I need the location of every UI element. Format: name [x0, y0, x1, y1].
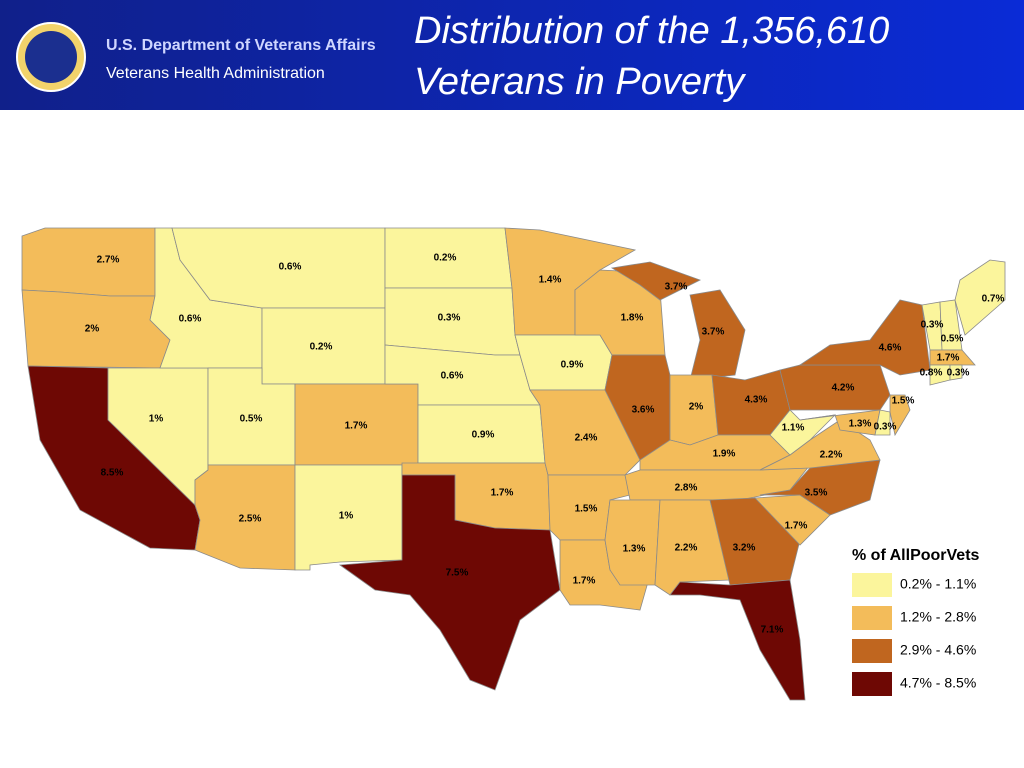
- state: [874, 409, 891, 436]
- state-label: 7.1%: [761, 625, 784, 636]
- legend-swatch: [852, 639, 892, 663]
- state-label: 0.2%: [310, 342, 333, 353]
- state-label: 4.2%: [832, 383, 855, 394]
- state: [689, 289, 746, 381]
- state: [799, 409, 881, 436]
- suborg: Veterans Health Administration: [106, 65, 325, 82]
- state-label: 1.7%: [345, 421, 368, 432]
- legend-swatch: [852, 672, 892, 696]
- state-label: 1.3%: [623, 544, 646, 555]
- state-label: 3.5%: [805, 488, 828, 499]
- state-label: 2.7%: [97, 255, 120, 266]
- state-label: 0.2%: [434, 253, 457, 264]
- state-label: 1.7%: [491, 488, 514, 499]
- state-label: 0.7%: [982, 294, 1005, 305]
- state-label: 1.7%: [573, 576, 596, 587]
- map: 2.7% 2% 8.5% 1% 0.6% 0.6% 0.2% 0.5% 1.7% 2.5% 1% 0.…: [21, 227, 1006, 701]
- state-label: 0.3%: [438, 313, 461, 324]
- state-label: 0.5%: [240, 414, 263, 425]
- state-label: 3.7%: [665, 282, 688, 293]
- state-label: 1.7%: [937, 353, 960, 364]
- state: [610, 261, 702, 301]
- state-label: 1.5%: [575, 504, 598, 515]
- state-label: 0.8%: [920, 368, 943, 379]
- state-label: 1%: [339, 511, 354, 522]
- legend-label: 1.2% - 2.8%: [900, 609, 976, 625]
- state: [954, 259, 1006, 336]
- state: [604, 499, 661, 586]
- state-label: 4.6%: [879, 343, 902, 354]
- state-label: 1%: [149, 414, 164, 425]
- legend-label: 2.9% - 4.6%: [900, 642, 976, 658]
- state: [889, 394, 911, 437]
- state-label: 2.5%: [239, 514, 262, 525]
- state-label: 3.7%: [702, 327, 725, 338]
- state-label: 0.6%: [441, 371, 464, 382]
- state-label: 0.3%: [947, 368, 970, 379]
- state-label: 1.9%: [713, 449, 736, 460]
- legend-swatch: [852, 573, 892, 597]
- legend-swatch: [852, 606, 892, 630]
- legend-label: 0.2% - 1.1%: [900, 576, 976, 592]
- legend-label: 4.7% - 8.5%: [900, 675, 976, 691]
- state-label: 0.9%: [561, 360, 584, 371]
- state-label: 1.1%: [782, 423, 805, 434]
- state-label: 0.3%: [874, 422, 897, 433]
- state-label: 2%: [689, 402, 704, 413]
- state-label: 0.6%: [279, 262, 302, 273]
- state-label: 8.5%: [101, 468, 124, 479]
- state-label: 3.2%: [733, 543, 756, 554]
- state-label: 2.4%: [575, 433, 598, 444]
- state-label: 0.5%: [941, 334, 964, 345]
- legend: % of AllPoorVets 0.2% - 1.1% 1.2% - 2.8% 2.…: [852, 547, 980, 696]
- state-label: 0.6%: [179, 314, 202, 325]
- state: [759, 459, 881, 516]
- header-band: [0, 0, 1024, 110]
- state: [929, 349, 976, 366]
- state-label: 1.3%: [849, 419, 872, 430]
- state-label: 1.4%: [539, 275, 562, 286]
- state-label: 0.3%: [921, 320, 944, 331]
- title: Veterans in Poverty: [414, 61, 746, 103]
- state-label: 4.3%: [745, 395, 768, 406]
- state: [21, 227, 156, 297]
- title: Distribution of the 1,356,610: [414, 10, 889, 52]
- seal-inner: [25, 31, 77, 83]
- state-label: 2.2%: [820, 450, 843, 461]
- state-label: 7.5%: [446, 568, 469, 579]
- state: [798, 299, 931, 376]
- state: [949, 364, 963, 381]
- org: U.S. Department of Veterans Affairs: [106, 37, 376, 54]
- state-label: 3.6%: [632, 405, 655, 416]
- legend-title: % of AllPoorVets: [852, 547, 980, 564]
- state: [338, 474, 561, 691]
- state-label: 2%: [85, 324, 100, 335]
- state-label: 1.8%: [621, 313, 644, 324]
- state-label: 2.8%: [675, 483, 698, 494]
- state-label: 1.7%: [785, 521, 808, 532]
- state-label: 0.9%: [472, 430, 495, 441]
- state-label: 1.5%: [892, 396, 915, 407]
- state: [669, 579, 806, 701]
- state-label: 2.2%: [675, 543, 698, 554]
